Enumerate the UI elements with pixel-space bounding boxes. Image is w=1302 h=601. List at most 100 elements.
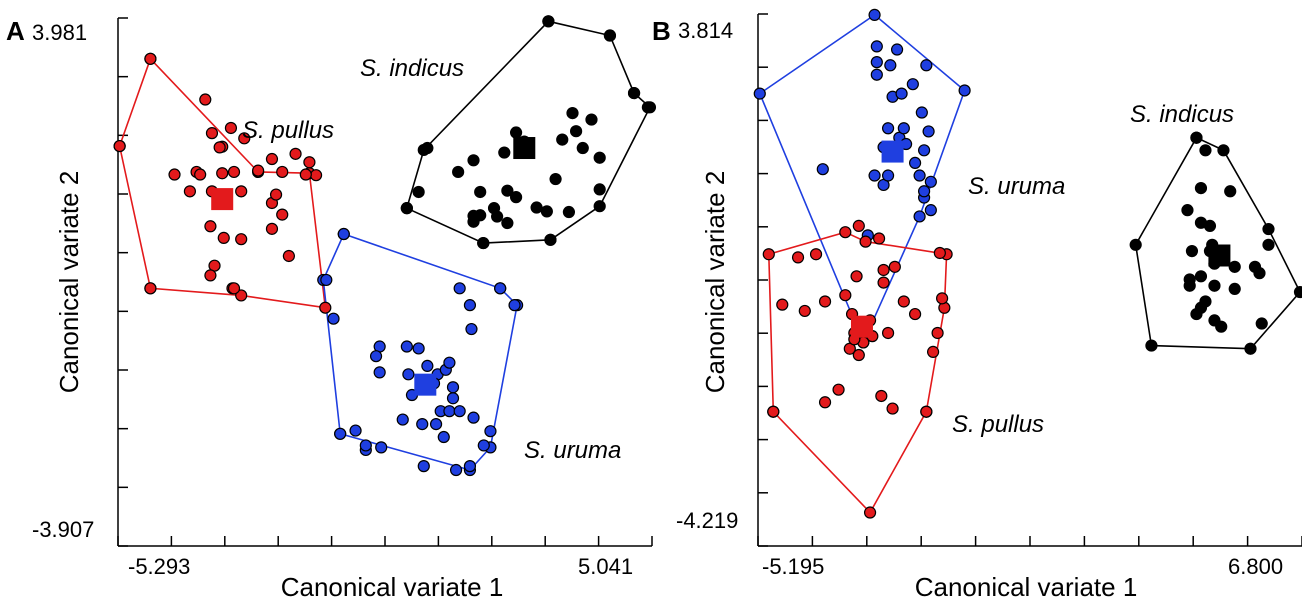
- panel-a-points: [113, 15, 657, 477]
- point-s-pullus: [872, 232, 886, 245]
- panel-a-y-max-label: 3.981: [32, 20, 87, 45]
- point-s-pullus: [205, 127, 219, 140]
- point-s-pullus: [809, 248, 823, 261]
- point-s-uruma: [416, 417, 429, 431]
- point-s-indicus: [467, 209, 480, 223]
- point-s-pullus: [238, 132, 251, 145]
- point-s-indicus: [530, 201, 543, 214]
- point-s-indicus: [1208, 314, 1221, 327]
- hull-vertex-s-uruma: [753, 87, 766, 100]
- point-s-uruma: [337, 227, 350, 241]
- point-s-uruma: [908, 156, 922, 170]
- point-s-pullus: [216, 167, 229, 180]
- point-s-indicus: [1208, 279, 1221, 292]
- point-s-uruma: [924, 204, 937, 217]
- panel-a-label-s-uruma: S. uruma: [524, 437, 621, 464]
- point-s-indicus: [603, 29, 617, 42]
- point-s-pullus: [289, 147, 302, 160]
- point-s-pullus: [936, 292, 949, 305]
- hull-vertex-s-indicus: [1129, 238, 1142, 251]
- point-s-pullus: [227, 165, 241, 179]
- point-s-indicus: [576, 141, 589, 155]
- hull-vertex-s-indicus: [593, 200, 606, 213]
- point-s-indicus: [501, 184, 514, 197]
- point-s-pullus: [144, 282, 157, 295]
- point-s-uruma: [920, 59, 933, 72]
- point-s-uruma: [396, 413, 409, 426]
- point-s-indicus: [421, 141, 434, 155]
- point-s-uruma: [359, 439, 372, 452]
- point-s-pullus: [269, 188, 283, 201]
- panel-b-y-axis-title: Canonical variate 2: [700, 171, 730, 394]
- point-s-uruma: [446, 392, 460, 405]
- panel-b-label: B: [652, 16, 671, 46]
- point-s-uruma: [429, 417, 443, 431]
- point-s-indicus: [452, 165, 465, 179]
- centroid-s-indicus: [1208, 244, 1231, 267]
- centroid-s-uruma: [881, 140, 904, 163]
- point-s-pullus: [818, 396, 832, 409]
- point-s-pullus: [852, 219, 865, 232]
- point-s-indicus: [501, 216, 514, 230]
- point-s-pullus: [194, 168, 207, 181]
- point-s-pullus: [309, 169, 323, 182]
- point-s-uruma: [467, 411, 480, 424]
- panel-a-hulls: [118, 20, 651, 471]
- point-s-uruma: [373, 366, 386, 379]
- point-s-uruma: [915, 106, 928, 119]
- hull-vertex-s-indicus: [1217, 144, 1230, 157]
- panel-a-label: A: [6, 16, 25, 46]
- point-s-uruma: [484, 425, 497, 438]
- point-s-uruma: [327, 312, 340, 325]
- point-s-uruma: [922, 125, 935, 138]
- point-s-uruma: [870, 56, 883, 69]
- point-s-pullus: [908, 307, 922, 321]
- point-s-indicus: [641, 101, 654, 114]
- point-s-pullus: [881, 326, 895, 340]
- point-s-pullus: [213, 141, 226, 154]
- point-s-indicus: [585, 113, 598, 126]
- point-s-uruma: [508, 299, 521, 312]
- point-s-uruma: [890, 43, 904, 56]
- point-s-uruma: [417, 460, 430, 473]
- hull-vertex-s-uruma: [868, 8, 881, 21]
- point-s-indicus: [1194, 270, 1208, 283]
- point-s-indicus: [569, 125, 583, 138]
- hull-vertex-s-indicus: [1293, 285, 1302, 299]
- point-s-pullus: [204, 220, 217, 233]
- point-s-pullus: [183, 185, 197, 198]
- point-s-indicus: [544, 233, 557, 246]
- point-s-pullus: [199, 93, 212, 106]
- point-s-pullus: [931, 326, 944, 340]
- hull-s-pullus: [118, 57, 327, 309]
- point-s-pullus: [252, 164, 265, 177]
- point-s-indicus: [1190, 307, 1203, 321]
- point-s-uruma: [881, 169, 895, 182]
- point-s-pullus: [144, 52, 157, 65]
- point-s-pullus: [265, 152, 279, 166]
- point-s-indicus: [412, 185, 425, 199]
- point-s-uruma: [870, 68, 883, 81]
- point-s-indicus: [1255, 317, 1268, 330]
- point-s-indicus: [1185, 244, 1199, 258]
- hull-vertex-s-indicus: [1262, 222, 1275, 236]
- panel-b-x-max-label: 6.800: [1228, 554, 1283, 579]
- point-s-uruma: [449, 463, 463, 477]
- point-s-pullus: [832, 383, 845, 396]
- hull-vertex-s-indicus: [1145, 339, 1158, 352]
- point-s-pullus: [933, 246, 946, 260]
- point-s-indicus: [556, 133, 569, 146]
- hull-vertex-s-pullus: [839, 226, 852, 239]
- panel-a: A 3.981 -3.907 -5.293 5.041 Canonical va…: [6, 15, 657, 601]
- point-s-pullus: [877, 276, 890, 289]
- panel-b: B 3.814 -4.219 -5.195 6.800 Canonical va…: [652, 8, 1302, 601]
- point-s-pullus: [886, 402, 899, 415]
- panel-b-x-axis-title: Canonical variate 1: [915, 572, 1138, 601]
- point-s-uruma: [868, 169, 881, 182]
- panel-a-centroids: [211, 137, 536, 396]
- centroid-s-pullus: [211, 188, 234, 211]
- panel-b-centroids: [850, 140, 1231, 338]
- centroid-s-pullus: [850, 315, 873, 338]
- point-s-pullus: [850, 270, 863, 283]
- point-s-indicus: [498, 146, 511, 159]
